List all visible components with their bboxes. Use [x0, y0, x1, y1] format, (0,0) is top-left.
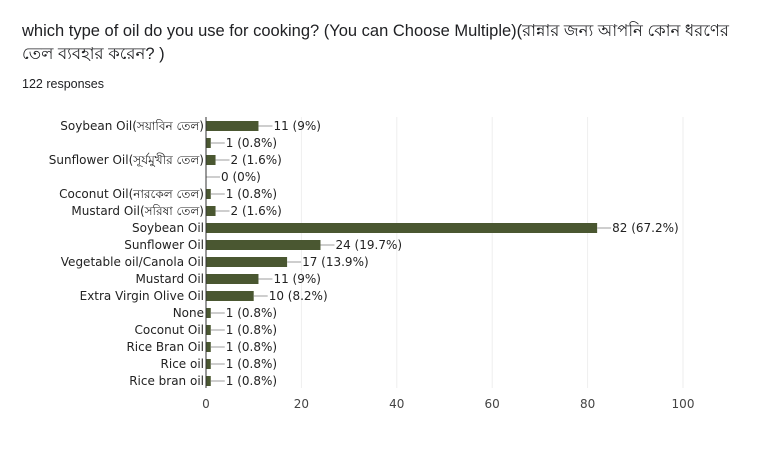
- category-label: Mustard Oil(সরিষা তেল): [71, 204, 204, 218]
- category-label: Sunflower Oil(সূর্যমুখীর তেল): [49, 153, 204, 168]
- data-label: 0 (0%): [221, 170, 261, 184]
- data-label: 1 (0.8%): [226, 357, 277, 371]
- data-label: 11 (9%): [273, 272, 320, 286]
- x-tick-label: 0: [202, 397, 210, 411]
- data-label: 11 (9%): [273, 119, 320, 133]
- category-label: Mustard Oil: [135, 272, 204, 286]
- bar: [206, 308, 211, 318]
- bar: [206, 121, 259, 131]
- category-label: Rice Bran Oil: [126, 340, 204, 354]
- data-label: 1 (0.8%): [226, 323, 277, 337]
- x-tick-label: 80: [580, 397, 595, 411]
- data-label: 1 (0.8%): [226, 374, 277, 388]
- bar: [206, 240, 321, 250]
- category-label: Rice bran oil: [129, 374, 204, 388]
- bar: [206, 189, 211, 199]
- question-title: which type of oil do you use for cooking…: [22, 22, 729, 63]
- bar: [206, 138, 211, 148]
- bar: [206, 325, 211, 335]
- category-label: Coconut Oil: [134, 323, 204, 337]
- bar: [206, 376, 211, 386]
- x-tick-label: 60: [485, 397, 500, 411]
- x-tick-label: 20: [294, 397, 309, 411]
- data-label: 2 (1.6%): [231, 204, 282, 218]
- x-tick-label: 40: [389, 397, 404, 411]
- bar: [206, 291, 254, 301]
- category-label: Sunflower Oil: [124, 238, 204, 252]
- bar: [206, 359, 211, 369]
- data-label: 24 (19.7%): [335, 238, 402, 252]
- data-label: 17 (13.9%): [302, 255, 369, 269]
- data-label: 82 (67.2%): [612, 221, 679, 235]
- category-label: Rice oil: [161, 357, 204, 371]
- category-label: None: [173, 306, 204, 320]
- category-label: Coconut Oil(নারকেল তেল): [59, 187, 204, 201]
- response-count: 122 responses: [22, 77, 105, 91]
- bar: [206, 342, 211, 352]
- bar: [206, 206, 216, 216]
- data-label: 10 (8.2%): [269, 289, 328, 303]
- data-label: 1 (0.8%): [226, 306, 277, 320]
- bar: [206, 257, 288, 267]
- data-label: 1 (0.8%): [226, 136, 277, 150]
- data-label: 1 (0.8%): [226, 187, 277, 201]
- bar: [206, 223, 598, 233]
- bar: [206, 274, 259, 284]
- bar: [206, 155, 216, 165]
- data-label: 1 (0.8%): [226, 340, 277, 354]
- category-label: Extra Virgin Olive Oil: [80, 289, 204, 303]
- category-label: Soybean Oil(সয়াবিন তেল): [60, 119, 204, 133]
- x-tick-label: 100: [672, 397, 695, 411]
- category-label: Soybean Oil: [132, 221, 204, 235]
- category-label: Vegetable oil/Canola Oil: [61, 255, 204, 269]
- data-label: 2 (1.6%): [231, 153, 282, 167]
